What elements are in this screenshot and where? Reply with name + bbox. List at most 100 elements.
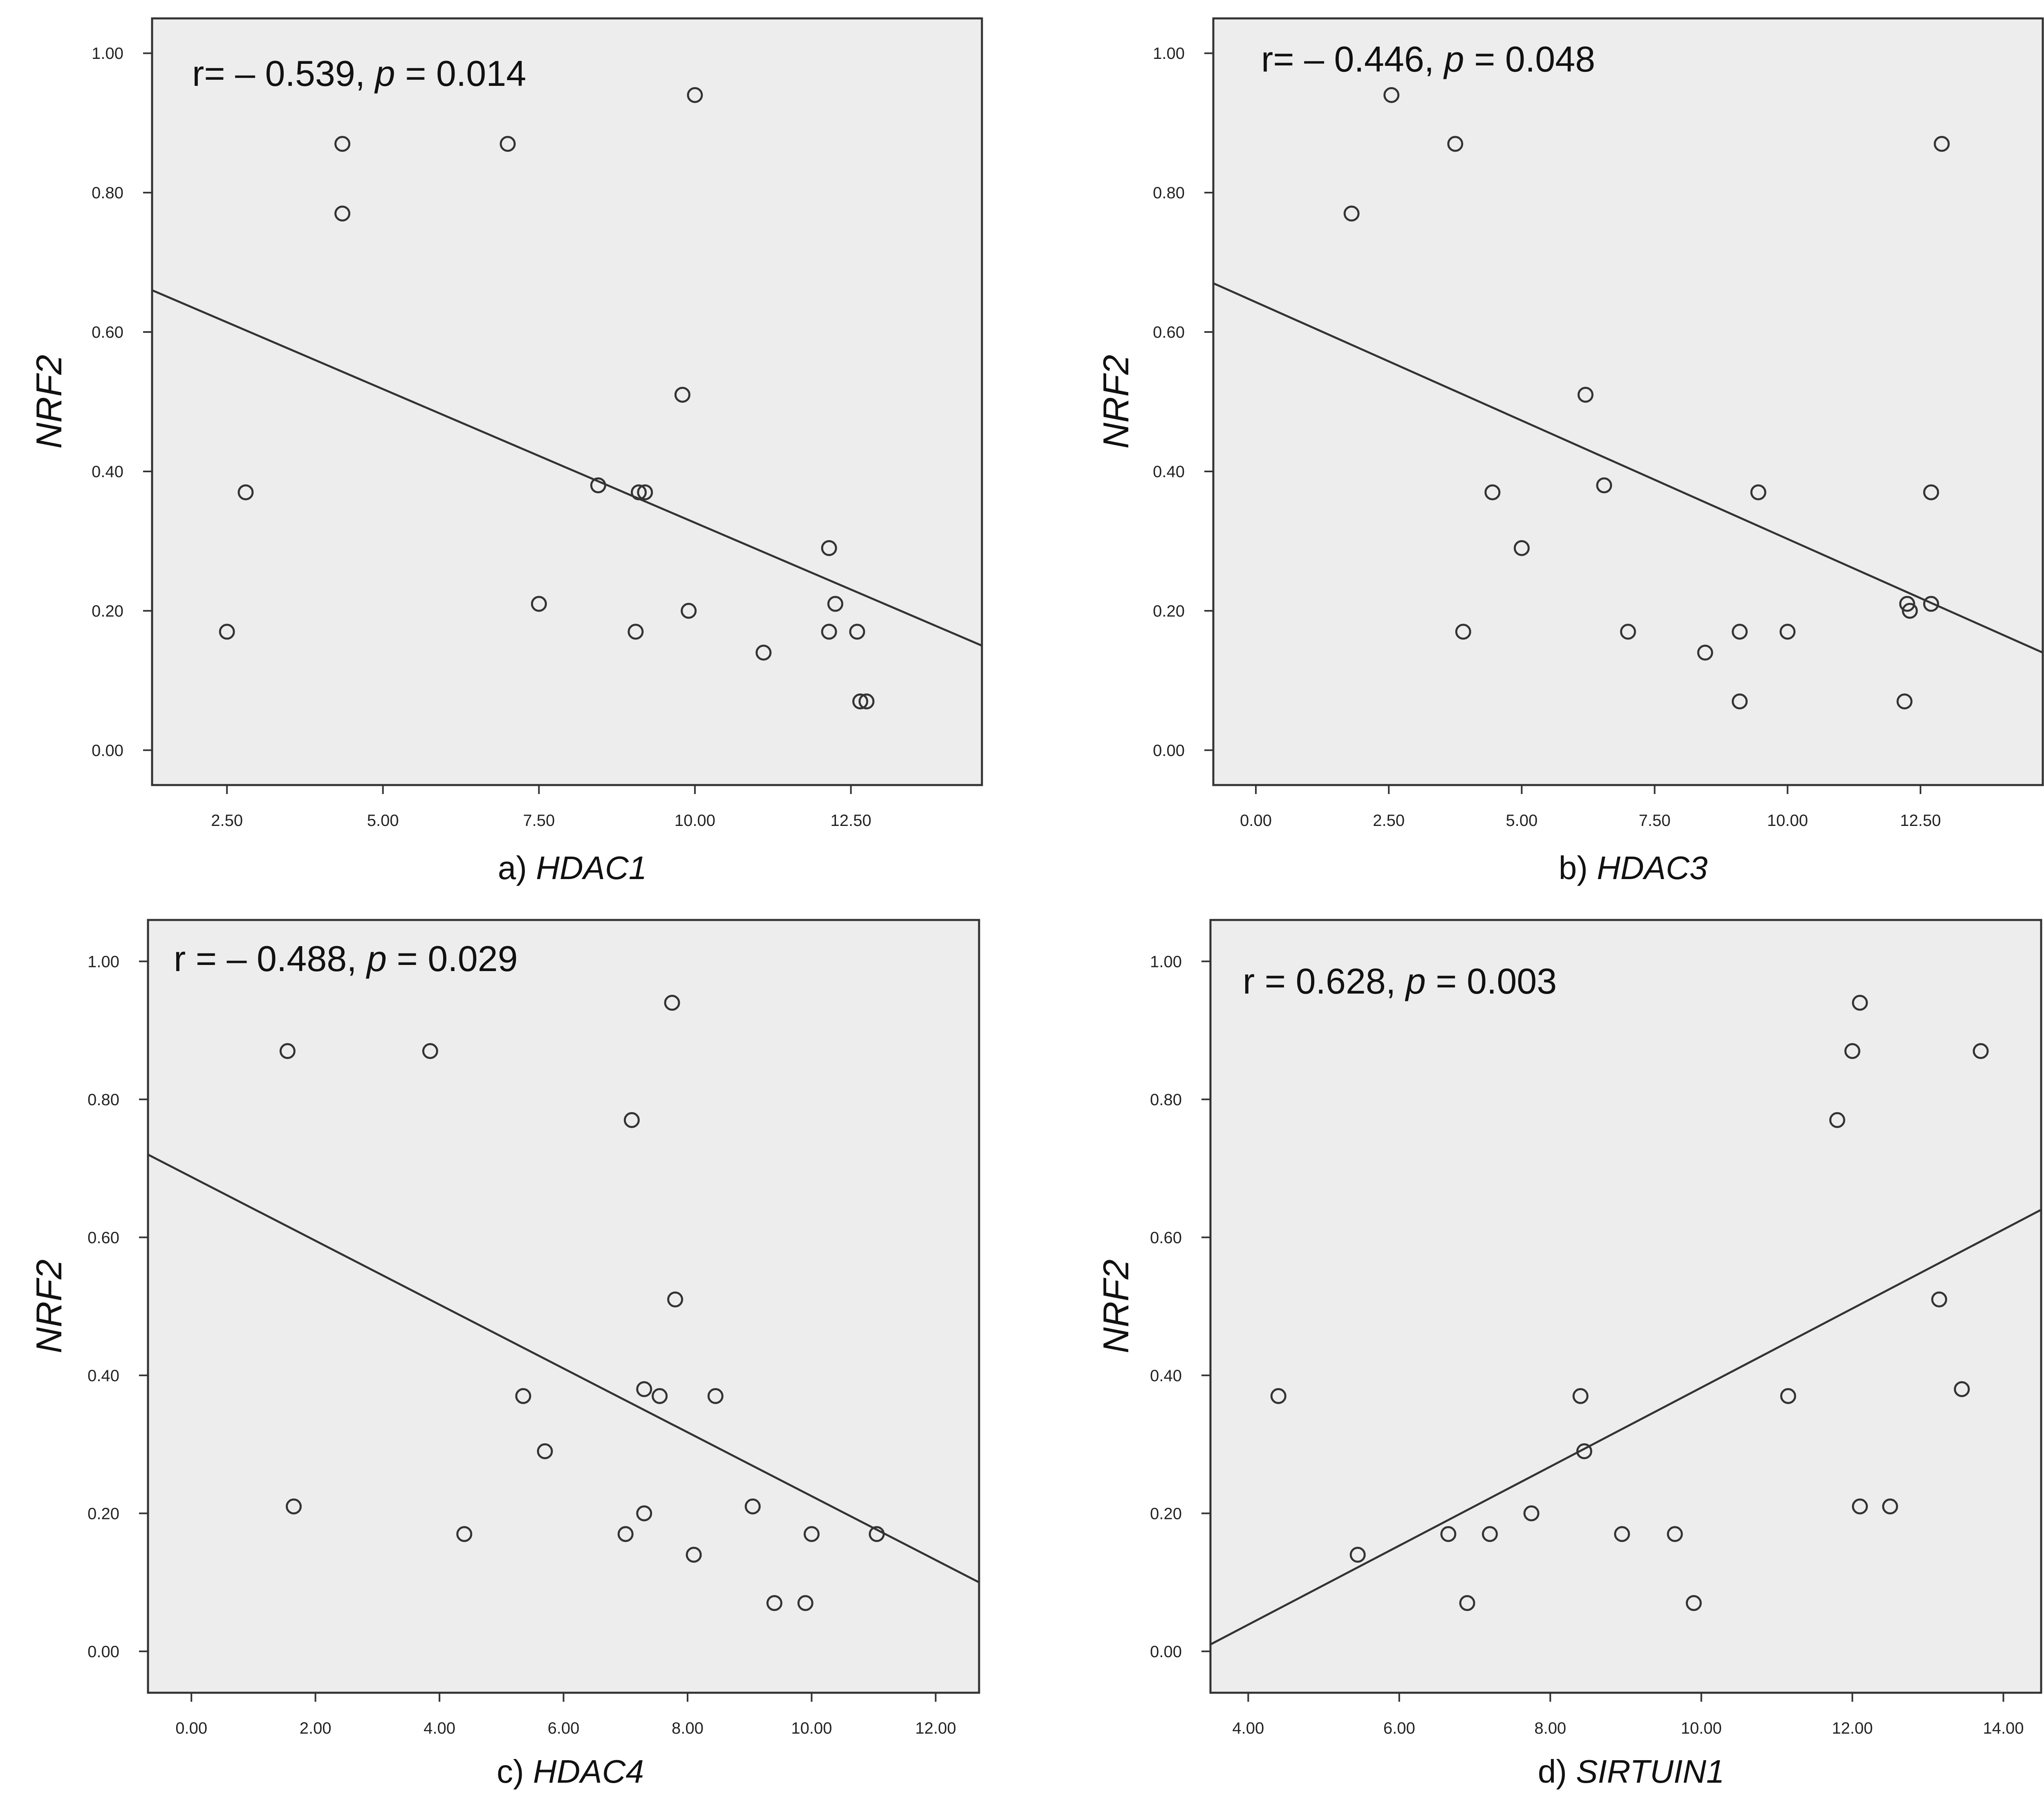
data-point: [1931, 1291, 1948, 1308]
data-point: [238, 484, 254, 500]
data-point: [636, 1505, 652, 1521]
data-point: [628, 624, 644, 640]
data-point: [1459, 1595, 1475, 1611]
annotation-p-label: p: [365, 938, 387, 979]
caption-gene: HDAC1: [536, 850, 647, 886]
annotation-p-label: p: [374, 53, 395, 94]
y-tick-label: 0.40: [92, 463, 123, 481]
annotation-r-prefix: r=: [1261, 39, 1304, 79]
data-point: [334, 136, 351, 152]
data-point: [1899, 596, 1915, 612]
y-tick-label: 0.20: [1153, 602, 1185, 620]
data-point: [623, 1112, 640, 1128]
regression-line: [1213, 282, 2044, 654]
data-point: [1732, 624, 1748, 640]
annotation-sep: ,: [347, 938, 367, 979]
data-point: [803, 1526, 820, 1542]
y-tick-label: 0.80: [87, 1091, 119, 1109]
data-point: [797, 1595, 814, 1611]
data-point: [1447, 136, 1464, 152]
data-point: [1620, 624, 1636, 640]
data-point: [1882, 1498, 1898, 1514]
x-tick-label: 2.50: [211, 812, 243, 830]
data-point: [686, 1547, 702, 1563]
y-tick-label: 1.00: [87, 953, 119, 971]
panel-caption: a) HDAC1: [498, 850, 647, 886]
annotation-sep: ,: [355, 53, 375, 94]
caption-gene: SIRTUIN1: [1576, 1753, 1724, 1790]
data-point: [1852, 1498, 1868, 1514]
scatter-panel-4: 0.00 0.20 0.40 0.60 0.80 1.00 4.00 6.00 8.00 10.0…: [1096, 919, 2042, 1790]
data-point: [1513, 540, 1530, 556]
caption-prefix: d): [1538, 1753, 1576, 1790]
data-point: [279, 1043, 296, 1059]
regression-line: [152, 289, 982, 647]
y-axis-label: NRF2: [1096, 1259, 1136, 1353]
data-point: [1383, 87, 1400, 103]
x-tick-label: 8.00: [672, 1719, 704, 1737]
data-point: [1844, 1043, 1860, 1059]
correlation-annotation: r = 0.628, p = 0.003: [1243, 961, 1557, 1001]
data-point: [849, 624, 865, 640]
data-point: [1667, 1526, 1683, 1542]
regression-line: [1210, 1209, 2042, 1646]
data-point: [1523, 1505, 1540, 1521]
x-tick-label: 7.50: [523, 812, 555, 830]
data-point: [1829, 1112, 1845, 1128]
y-tick-label: 0.60: [1153, 323, 1185, 341]
data-point: [1750, 484, 1766, 500]
correlation-annotation: r= – 0.539, p = 0.014: [192, 53, 526, 94]
data-point: [1780, 1388, 1796, 1404]
correlation-annotation: r = – 0.488, p = 0.029: [174, 938, 518, 979]
data-point: [636, 1381, 652, 1397]
data-point: [1852, 995, 1868, 1011]
data-point: [681, 603, 697, 619]
data-point: [1923, 484, 1939, 500]
data-point: [1697, 644, 1713, 661]
annotation-r-prefix: r =: [1243, 961, 1296, 1001]
scatter-panel-3: 0.00 0.20 0.40 0.60 0.80 1.00 0.00 2.00 4.00 6.00…: [29, 919, 980, 1790]
y-axis-label: NRF2: [29, 355, 69, 449]
y-tick-label: 0.60: [87, 1229, 119, 1247]
y-axis-label: NRF2: [1096, 355, 1136, 449]
panel-caption: c) HDAC4: [497, 1753, 644, 1790]
data-point: [1455, 624, 1471, 640]
panel-caption: b) HDAC3: [1559, 850, 1708, 886]
y-tick-label: 1.00: [92, 45, 123, 63]
data-point: [422, 1043, 438, 1059]
data-point: [744, 1498, 761, 1514]
caption-prefix: c): [497, 1753, 533, 1790]
panel-caption: d) SIRTUIN1: [1538, 1753, 1724, 1790]
plot-area: [1209, 919, 2042, 1694]
x-tick-label: 5.00: [1506, 812, 1537, 830]
scatter-panel-1: 0.00 0.20 0.40 0.60 0.80 1.00 2.50 5.00 7.50 10.0…: [29, 17, 983, 886]
annotation-p-rest: = 0.014: [395, 53, 527, 94]
y-tick-label: 0.40: [1153, 463, 1185, 481]
annotation-p-label: p: [1405, 961, 1426, 1001]
x-tick-label: 8.00: [1534, 1719, 1566, 1737]
data-point: [334, 205, 351, 222]
y-tick-label: 0.20: [1150, 1505, 1182, 1523]
caption-prefix: a): [498, 850, 536, 886]
y-axis-label: NRF2: [29, 1259, 69, 1353]
annotation-r-value: – 0.488: [227, 938, 347, 979]
data-point: [1972, 1043, 1989, 1059]
data-point: [1896, 693, 1913, 709]
y-tick-label: 0.60: [1150, 1229, 1182, 1247]
data-point: [667, 1291, 684, 1308]
y-tick-label: 0.00: [87, 1643, 119, 1661]
y-tick-label: 0.20: [87, 1505, 119, 1523]
data-point: [664, 995, 680, 1011]
x-tick-label: 12.50: [830, 812, 871, 830]
x-tick-label: 12.00: [915, 1719, 956, 1737]
data-point: [1481, 1526, 1498, 1542]
data-point: [1577, 386, 1594, 403]
data-point: [755, 644, 772, 661]
data-point: [537, 1443, 553, 1459]
x-tick-label: 0.00: [175, 1719, 207, 1737]
data-point: [1934, 136, 1950, 152]
annotation-p-label: p: [1443, 39, 1464, 79]
data-point: [1349, 1547, 1366, 1563]
data-point: [515, 1388, 531, 1404]
x-tick-label: 6.00: [548, 1719, 580, 1737]
